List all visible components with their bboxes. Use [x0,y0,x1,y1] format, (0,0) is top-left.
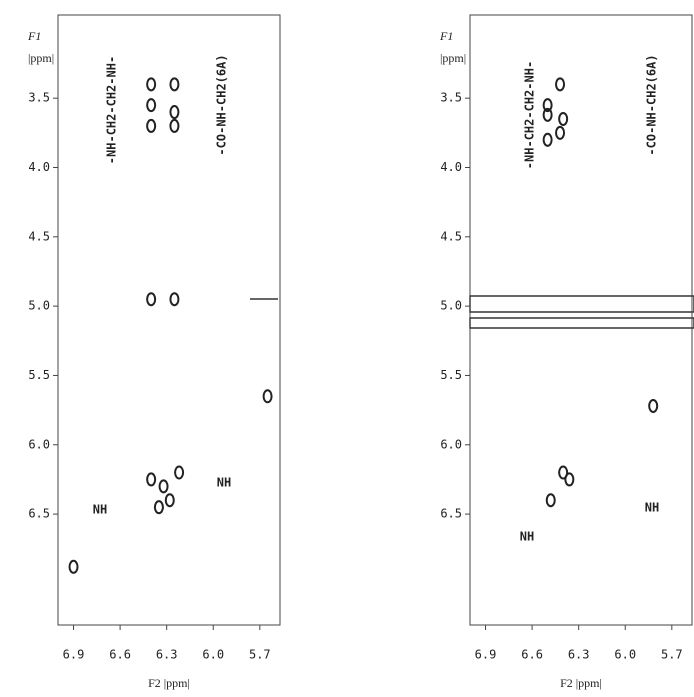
peak [158,479,169,494]
y-tick-label: 4.5 [28,229,50,243]
peak [542,107,553,122]
x-tick-label: 6.0 [202,648,224,662]
peak [542,132,553,147]
x-tick-label: 6.3 [568,648,590,662]
peak [169,105,180,120]
x-tick-label: 6.6 [109,648,131,662]
peak [164,493,175,508]
y-tick-label: 6.5 [28,507,50,521]
y-tick-label: 3.5 [28,91,50,105]
peak [555,77,566,92]
peak [68,559,79,574]
y-tick-label: 5.0 [440,299,462,313]
peak [558,465,569,480]
x-tick-label: 5.7 [249,648,271,662]
x-tick-label: 6.9 [475,648,497,662]
peak [169,77,180,92]
y-tick-label: 6.0 [28,437,50,451]
peak [146,472,157,487]
peak [169,118,180,133]
solvent-band [469,317,694,329]
peak [542,98,553,113]
peak [146,118,157,133]
annotation: -NH-CH2-CH2-NH- [523,61,537,169]
annotation: NH [645,501,659,515]
peak [558,111,569,126]
peak [648,398,659,413]
peak [174,465,185,480]
y-tick-label: 3.5 [440,91,462,105]
y-tick-label: 5.5 [28,368,50,382]
y-tick-label: 6.5 [440,507,462,521]
peak [146,98,157,113]
plot-frame [57,14,281,626]
peak [146,292,157,307]
x-tick-label: 6.6 [521,648,543,662]
y-tick-label: 4.0 [440,160,462,174]
peak [262,389,273,404]
solvent-band [469,295,694,313]
x-axis-label: F2 |ppm| [560,676,602,690]
peak [153,500,164,515]
annotation: NH [217,476,231,490]
plot-frame [469,14,693,626]
annotation: -CO-NH-CH2(6A) [645,54,659,155]
annotation: -NH-CH2-CH2-NH- [105,56,119,164]
y-tick-label: 4.5 [440,229,462,243]
y-tick-label: 5.0 [28,299,50,313]
peak [146,77,157,92]
y-tick-label: 5.5 [440,368,462,382]
x-axis-label: F2 |ppm| [148,676,190,690]
y-axis-label: F1 [439,29,453,43]
x-tick-label: 6.9 [63,648,85,662]
x-tick-label: 6.3 [156,648,178,662]
annotation: NH [93,503,107,517]
peak [564,472,575,487]
x-tick-label: 6.0 [614,648,636,662]
peak [545,493,556,508]
peak [169,292,180,307]
annotation: -CO-NH-CH2(6A) [215,54,229,155]
y-tick-label: 4.0 [28,160,50,174]
y-tick-label: 6.0 [440,437,462,451]
y-axis-unit: |ppm| [440,51,466,65]
x-tick-label: 5.7 [661,648,683,662]
peak [555,125,566,140]
y-axis-label: F1 [27,29,41,43]
y-axis-unit: |ppm| [28,51,54,65]
annotation: NH [520,530,534,544]
